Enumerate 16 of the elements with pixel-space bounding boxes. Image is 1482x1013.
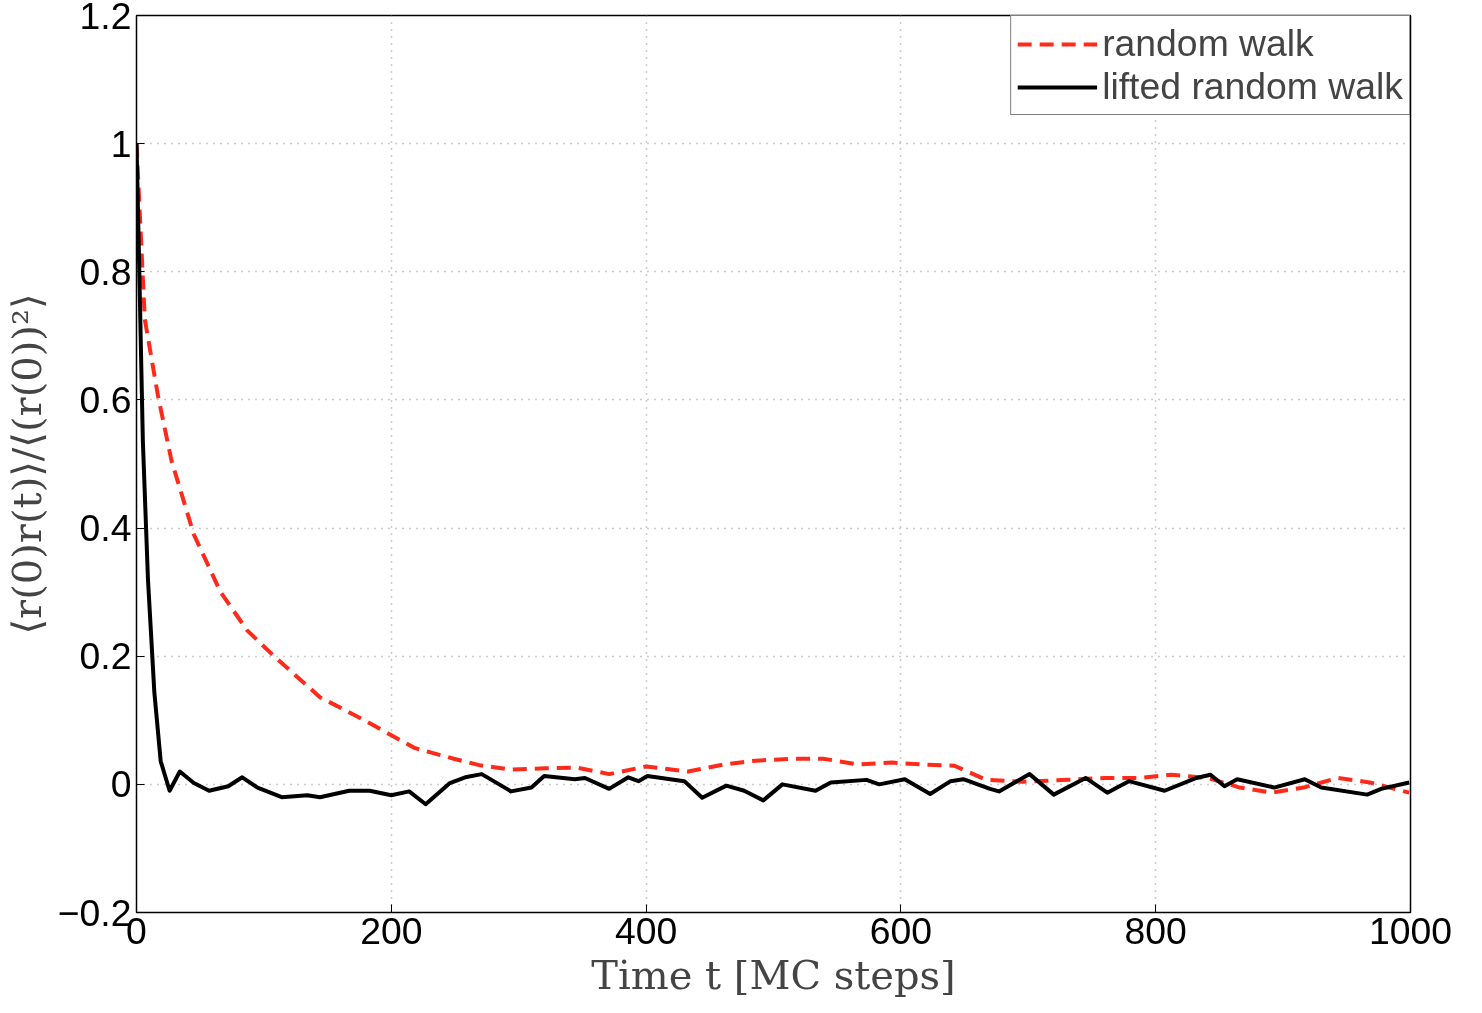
y-tick-label: 0.8 bbox=[79, 250, 132, 293]
legend-label: random walk bbox=[1102, 22, 1314, 65]
y-tick-label: 0.4 bbox=[79, 507, 132, 550]
x-tick-label: 800 bbox=[1124, 909, 1187, 952]
y-tick-label: 1.2 bbox=[79, 0, 132, 37]
y-tick-label: 0.6 bbox=[79, 378, 132, 421]
legend-label: lifted random walk bbox=[1102, 65, 1403, 108]
y-tick-label: 0.2 bbox=[79, 635, 132, 678]
y-axis-title: ⟨r(0)r(t)⟩/⟨(r(0))²⟩ bbox=[3, 293, 50, 635]
y-tick-label: 1 bbox=[110, 122, 132, 165]
y-tick-label: 0 bbox=[110, 763, 132, 806]
x-tick-label: 400 bbox=[614, 909, 678, 952]
x-tick-label: 600 bbox=[869, 909, 933, 952]
x-axis-title: Time t [MC steps] bbox=[591, 951, 956, 998]
x-tick-label: 1000 bbox=[1368, 909, 1453, 952]
x-tick-label: 200 bbox=[360, 909, 423, 952]
